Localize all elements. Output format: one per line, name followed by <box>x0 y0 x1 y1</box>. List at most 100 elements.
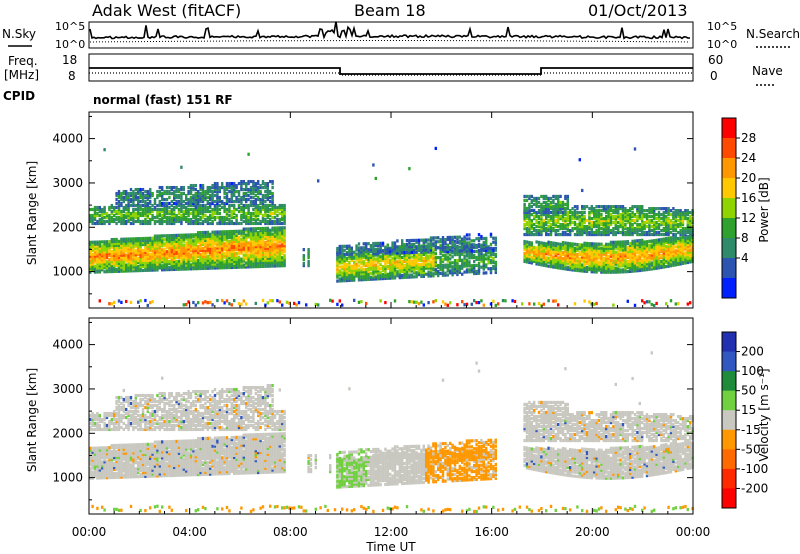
data-cell <box>566 198 569 203</box>
data-cell <box>609 215 613 219</box>
data-cell <box>441 263 445 267</box>
data-cell <box>194 255 197 259</box>
data-cell <box>547 246 550 250</box>
data-cell <box>240 231 243 235</box>
data-cell <box>369 263 373 267</box>
data-cell <box>151 254 154 258</box>
data-cell <box>362 254 365 258</box>
data-cell <box>211 266 214 270</box>
data-cell <box>223 230 226 234</box>
data-cell <box>374 249 377 254</box>
data-cell <box>269 258 272 262</box>
data-cell <box>367 261 370 266</box>
data-cell <box>444 273 447 277</box>
data-cell <box>542 224 545 229</box>
data-cell <box>168 255 171 260</box>
data-cell <box>240 205 243 210</box>
data-cell <box>429 244 433 248</box>
data-cell <box>336 273 339 277</box>
data-cell <box>545 252 548 256</box>
data-cell <box>391 252 394 256</box>
data-cell <box>237 259 241 263</box>
data-cell <box>98 219 101 224</box>
data-cell <box>228 302 231 306</box>
data-cell <box>245 197 248 202</box>
data-cell <box>475 271 478 276</box>
data-cell <box>444 237 447 242</box>
data-cell <box>201 209 205 214</box>
data-cell <box>129 269 133 273</box>
data-cell <box>549 210 553 214</box>
data-cell <box>607 244 610 248</box>
data-cell <box>230 181 233 186</box>
data-cell <box>389 251 392 255</box>
data-cell <box>187 221 190 226</box>
data-cell <box>137 249 140 253</box>
data-cell <box>434 236 437 240</box>
data-cell <box>261 262 265 267</box>
data-cell <box>614 268 617 272</box>
data-cell <box>151 260 154 264</box>
data-cell <box>557 256 560 260</box>
data-cell <box>470 254 473 258</box>
data-cell <box>187 265 190 269</box>
data-cell <box>173 191 176 196</box>
data-cell <box>554 241 557 246</box>
data-cell <box>91 207 94 212</box>
data-cell <box>192 215 195 220</box>
data-cell <box>98 221 101 226</box>
data-cell <box>141 240 145 245</box>
data-cell <box>101 211 104 216</box>
data-cell <box>259 244 262 249</box>
data-cell <box>266 191 269 196</box>
data-cell <box>410 267 413 271</box>
data-cell <box>233 205 236 210</box>
data-cell <box>276 219 279 224</box>
data-cell <box>257 243 260 247</box>
data-cell <box>525 226 529 231</box>
data-cell <box>607 246 610 250</box>
data-cell <box>566 226 569 231</box>
data-cell <box>405 255 409 259</box>
data-cell <box>595 301 598 306</box>
data-cell <box>216 209 219 214</box>
data-cell <box>228 185 231 190</box>
data-cell <box>422 250 425 254</box>
data-cell <box>247 261 250 265</box>
data-cell <box>533 253 536 258</box>
data-cell <box>211 248 214 252</box>
data-cell <box>626 216 629 221</box>
data-cell <box>348 256 351 261</box>
data-cell <box>468 249 471 253</box>
data-cell <box>261 298 265 303</box>
data-cell <box>218 197 221 202</box>
data-cell <box>173 233 176 238</box>
data-cell <box>557 196 560 201</box>
data-cell <box>609 270 613 274</box>
data-cell <box>465 245 469 249</box>
data-cell <box>117 193 121 198</box>
data-cell <box>437 255 440 260</box>
data-cell <box>379 245 382 249</box>
data-cell <box>477 255 481 259</box>
data-cell <box>101 215 104 220</box>
data-cell <box>413 248 416 252</box>
data-cell <box>569 248 572 252</box>
data-cell <box>221 254 224 258</box>
data-cell <box>194 251 197 255</box>
data-cell <box>437 240 440 244</box>
data-cell <box>537 301 541 306</box>
data-cell <box>233 298 236 303</box>
data-cell <box>264 242 267 246</box>
data-cell <box>197 245 200 249</box>
data-cell <box>257 262 260 267</box>
data-cell <box>264 256 267 260</box>
data-cell <box>489 267 493 271</box>
data-cell <box>192 261 195 265</box>
data-cell <box>257 264 260 269</box>
data-cell <box>617 216 620 221</box>
data-cell <box>417 257 421 261</box>
data-cell <box>165 264 169 268</box>
data-cell <box>542 302 545 306</box>
data-cell <box>391 276 394 280</box>
